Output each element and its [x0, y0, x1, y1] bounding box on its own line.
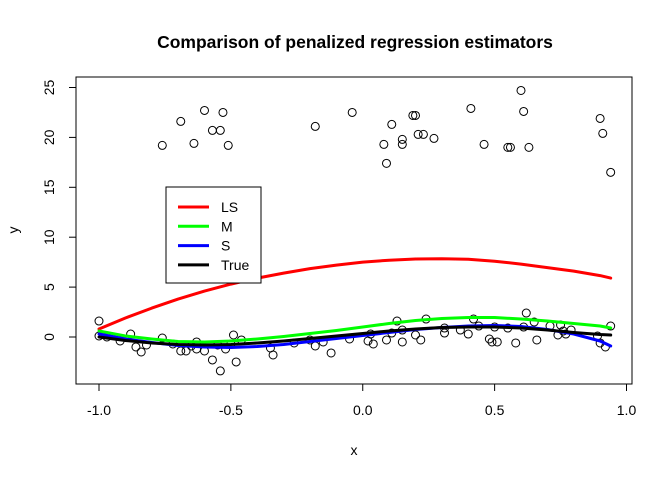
data-point	[368, 339, 378, 349]
data-point	[207, 355, 217, 365]
data-point	[157, 333, 167, 343]
y-tick-label: 5	[41, 283, 57, 291]
data-point	[466, 103, 476, 113]
data-point	[505, 142, 515, 152]
data-point	[326, 348, 336, 358]
series-line-true	[97, 325, 613, 347]
data-point	[511, 338, 521, 348]
data-point	[231, 357, 241, 367]
y-tick-label: 25	[41, 80, 57, 96]
data-point	[411, 110, 420, 120]
data-point	[310, 341, 320, 351]
data-point	[131, 342, 141, 352]
data-point	[176, 116, 186, 126]
y-axis: 0 5 10 15 20 25	[41, 80, 77, 341]
data-point	[268, 350, 278, 360]
data-point	[440, 328, 450, 338]
data-point	[606, 167, 616, 177]
data-point	[310, 121, 320, 131]
data-point	[413, 129, 423, 139]
x-tick-label: 0.0	[353, 402, 373, 418]
data-point	[136, 347, 146, 357]
data-point	[532, 335, 542, 345]
data-point	[200, 105, 209, 115]
data-point	[397, 134, 407, 144]
x-axis: -1.0 -0.5 0.0 0.5 1.0	[87, 383, 637, 418]
data-point	[189, 138, 199, 148]
data-point	[397, 337, 407, 347]
data-point	[157, 140, 167, 150]
data-point	[387, 119, 397, 129]
data-point	[408, 110, 418, 120]
y-tick-label: 20	[41, 129, 57, 145]
series-line-ls	[97, 257, 613, 331]
data-point	[484, 334, 494, 344]
data-point	[479, 139, 489, 149]
data-point	[381, 335, 391, 345]
x-tick-label: -0.5	[219, 402, 243, 418]
data-point	[379, 139, 389, 149]
y-tick-label: 10	[41, 229, 57, 245]
legend-label-true: True	[221, 257, 249, 273]
data-point	[218, 107, 228, 117]
data-point	[94, 316, 104, 326]
legend-label-ls: LS	[221, 199, 238, 215]
data-point	[529, 317, 539, 327]
x-tick-label: 0.5	[485, 402, 505, 418]
data-point	[347, 107, 357, 117]
data-point	[381, 158, 391, 168]
data-point	[492, 337, 502, 347]
data-point	[469, 314, 479, 324]
fitted-curves	[97, 257, 613, 349]
data-point	[223, 140, 233, 150]
data-point	[397, 139, 407, 149]
data-point	[598, 128, 608, 138]
data-point	[519, 106, 529, 116]
x-axis-label: x	[351, 442, 358, 458]
legend-label-s: S	[221, 238, 230, 254]
data-point	[516, 85, 526, 95]
data-point	[229, 330, 239, 340]
data-point	[416, 335, 426, 345]
chart-title: Comparison of penalized regression estim…	[157, 32, 553, 52]
y-tick-label: 0	[41, 333, 57, 341]
data-point	[503, 142, 513, 152]
x-tick-label: 1.0	[617, 402, 637, 418]
y-tick-label: 15	[41, 179, 57, 195]
legend: LS MS True	[165, 186, 262, 284]
series-line-m	[97, 316, 613, 344]
data-point	[411, 330, 420, 340]
data-point	[524, 142, 534, 152]
data-point	[521, 308, 531, 318]
y-axis-label: y	[5, 227, 21, 234]
data-point	[418, 129, 428, 139]
data-point	[215, 125, 225, 135]
legend-label-m: M	[221, 218, 233, 234]
data-point	[207, 125, 217, 135]
x-tick-label: -1.0	[87, 402, 111, 418]
data-point	[595, 113, 605, 123]
legend-box	[165, 186, 262, 284]
data-point	[215, 366, 225, 376]
data-point	[487, 337, 497, 347]
data-point	[463, 329, 473, 339]
data-point	[181, 346, 191, 356]
data-point	[429, 133, 439, 143]
